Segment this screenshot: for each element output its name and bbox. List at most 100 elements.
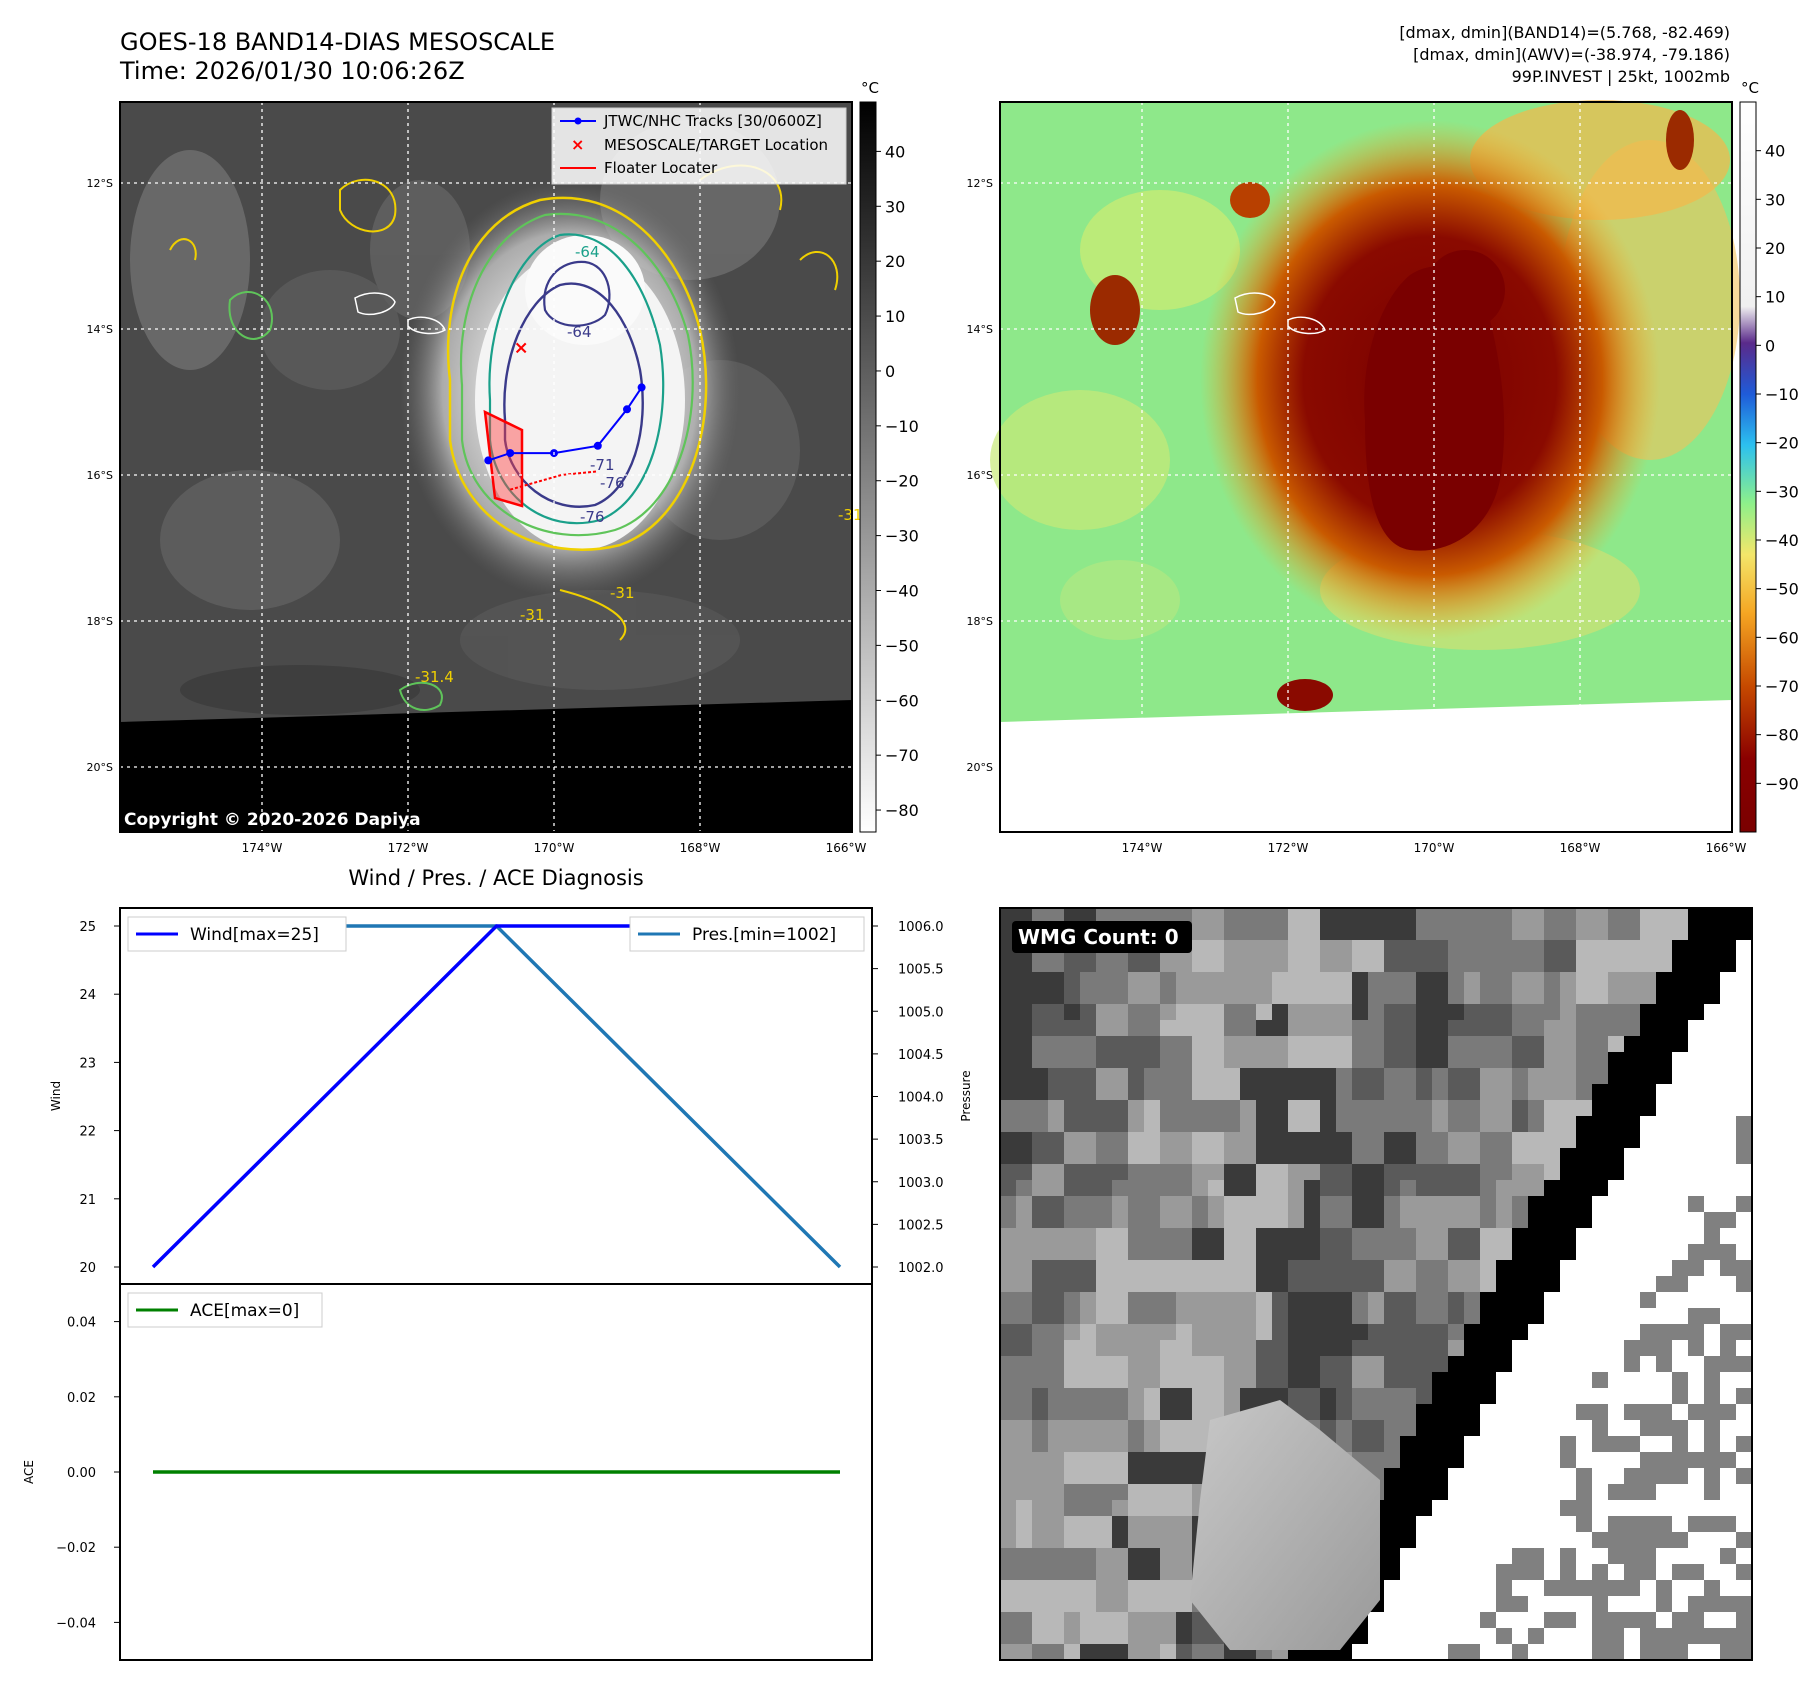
wmg-cell [1464,1644,1480,1660]
wmg-cell [1432,1004,1448,1020]
wmg-cell [1400,1548,1416,1564]
wmg-cell [1736,1420,1752,1436]
wmg-cell [1448,1084,1464,1100]
wmg-cell [1112,1260,1128,1276]
wmg-cell [1128,1596,1144,1612]
awv-colorbar-unit: °C [1741,79,1759,97]
wmg-cell [1128,1372,1144,1388]
wmg-cell [1656,1308,1672,1324]
wmg-cell [1672,1628,1688,1644]
wmg-cell [1384,1196,1400,1212]
wmg-cell [1000,1260,1016,1276]
wmg-cell [1176,1372,1192,1388]
wmg-cell [1128,1356,1144,1372]
wmg-cell [1656,1372,1672,1388]
wmg-cell [1048,1468,1064,1484]
wmg-cell [1544,1532,1560,1548]
awv-blob-north [1425,250,1505,330]
wmg-cell [1496,1596,1512,1612]
wmg-cell [1144,1164,1160,1180]
wmg-cell [1528,1484,1544,1500]
wmg-cell [1032,1164,1048,1180]
wmg-cell [1048,1580,1064,1596]
wmg-cell [1512,1356,1528,1372]
wmg-cell [1576,1084,1592,1100]
wmg-cell [1096,1404,1112,1420]
wmg-cell [1112,1548,1128,1564]
wmg-cell [1608,1548,1624,1564]
wmg-cell [1096,1116,1112,1132]
wmg-cell [1336,1084,1352,1100]
wmg-cell [1640,1052,1656,1068]
wmg-cell [1448,1260,1464,1276]
wmg-cell [1672,1340,1688,1356]
wmg-cell [1096,1452,1112,1468]
wmg-cell [1288,1164,1304,1180]
wmg-cell [1480,1324,1496,1340]
wmg-cell [1000,1100,1016,1116]
lat-tick-label: 18°S [967,615,993,628]
wmg-cell [1208,1292,1224,1308]
wmg-cell [1048,1516,1064,1532]
wmg-cell [1480,1020,1496,1036]
wmg-cell [1720,1596,1736,1612]
ace-legend-label: ACE[max=0] [190,1301,299,1321]
wmg-cell [1272,1004,1288,1020]
wmg-cell [1080,1452,1096,1468]
wmg-cell [1096,1484,1112,1500]
wmg-cell [1512,1372,1528,1388]
wmg-cell [1128,1468,1144,1484]
lon-tick-label: 172°W [388,841,429,855]
wmg-cell [1608,1516,1624,1532]
wmg-cell [1080,1484,1096,1500]
wmg-cell [1640,1580,1656,1596]
wmg-cell [1544,1180,1560,1196]
wmg-cell [1032,1500,1048,1516]
wmg-cell [1192,1388,1208,1404]
wmg-cell [1416,1004,1432,1020]
wmg-cell [1288,908,1304,924]
wmg-cell [1144,972,1160,988]
wmg-cell [1704,1516,1720,1532]
wmg-cell [1224,1020,1240,1036]
wmg-cell [1640,940,1656,956]
wmg-cell [1320,1388,1336,1404]
wmg-cell [1624,1372,1640,1388]
wmg-cell [1144,1452,1160,1468]
wmg-cell [1176,1452,1192,1468]
wmg-cell [1608,1532,1624,1548]
wmg-cell [1064,1164,1080,1180]
track-point [506,449,515,458]
wmg-cell [1528,1356,1544,1372]
wmg-cell [1496,1404,1512,1420]
wmg-cell [1480,908,1496,924]
wmg-cell [1240,1260,1256,1276]
wmg-cell [1096,1612,1112,1628]
wmg-cell [1400,1452,1416,1468]
wmg-cell [1352,1084,1368,1100]
contour-label: -31 [838,506,863,524]
wmg-cell [1016,1084,1032,1100]
wmg-cell [1224,1180,1240,1196]
wmg-cell [1560,956,1576,972]
wmg-cell [1208,1308,1224,1324]
wmg-cell [1560,940,1576,956]
wmg-cell [1352,940,1368,956]
wmg-cell [1128,1116,1144,1132]
wmg-cell [1592,1084,1608,1100]
ace-tick-label: 0.02 [67,1391,96,1406]
wmg-cell [1000,1500,1016,1516]
wmg-cell [1368,1324,1384,1340]
wmg-cell [1448,1452,1464,1468]
wmg-cell [1608,1356,1624,1372]
wmg-cell [1208,1100,1224,1116]
wmg-cell [1608,908,1624,924]
wmg-cell [1272,1020,1288,1036]
wmg-cell [1576,1500,1592,1516]
wmg-cell [1480,1148,1496,1164]
lat-tick-label: 20°S [967,761,993,774]
wmg-cell [1336,924,1352,940]
wmg-cell [1112,1596,1128,1612]
wmg-cell [1064,1212,1080,1228]
wmg-cell [1640,1244,1656,1260]
